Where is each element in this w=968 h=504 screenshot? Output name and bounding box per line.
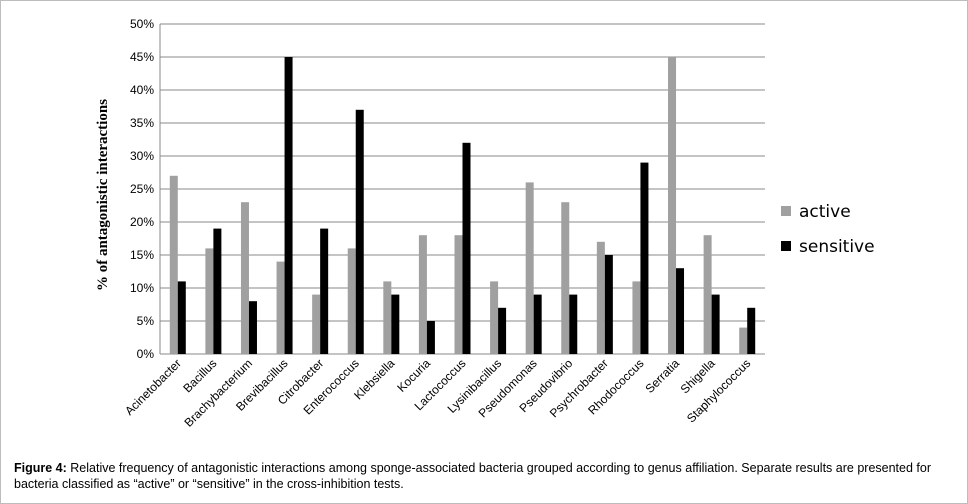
bar-active [632,281,641,354]
bar-sensitive [391,294,400,354]
bar-active [739,327,748,354]
bar-sensitive [213,228,222,354]
bar-sensitive [426,321,435,354]
bar-active [596,241,605,354]
y-axis-title: % of antagonistic interactions [95,99,111,291]
caption-text: Relative frequency of antagonistic inter… [14,461,931,491]
bar-active [240,202,249,354]
bar-sensitive [462,142,471,354]
bar-sensitive [177,281,186,354]
bar-sensitive [747,307,756,354]
bar-sensitive [355,109,364,354]
bar-active [312,294,321,354]
bar-sensitive [533,294,542,354]
bar-active [703,235,712,354]
y-tick-label: 25% [130,182,154,196]
y-tick-label: 30% [130,149,154,163]
y-tick-label: 0% [137,347,155,361]
bar-sensitive [711,294,720,354]
bar-active [418,235,427,354]
caption-label: Figure 4: [14,461,67,475]
y-tick-label: 15% [130,248,154,262]
bar-sensitive [676,268,685,354]
bar-active [383,281,392,354]
legend-swatch-active [781,206,791,216]
figure-caption: Figure 4: Relative frequency of antagoni… [14,460,959,492]
x-category-label: Acinetobacter [122,356,184,418]
y-tick-label: 40% [130,83,154,97]
bar-active [454,235,463,354]
y-tick-label: 10% [130,281,154,295]
y-tick-label: 50% [130,17,154,31]
legend-swatch-sensitive [781,241,791,251]
bar-sensitive [569,294,578,354]
y-tick-label: 45% [130,50,154,64]
bar-active [525,182,534,354]
y-tick-label: 20% [130,215,154,229]
bar-sensitive [248,301,257,354]
bar-sensitive [320,228,329,354]
bar-active [347,248,356,354]
bar-sensitive [498,307,507,354]
bar-active [668,57,677,354]
legend-label-sensitive: sensitive [799,237,875,257]
bar-active [561,202,570,354]
y-tick-label: 35% [130,116,154,130]
bar-active [276,261,285,354]
bar-active [205,248,214,354]
bar-sensitive [640,162,649,354]
y-tick-label: 5% [137,314,155,328]
bar-active [490,281,499,354]
legend-label-active: active [799,202,851,222]
bar-chart: 0% 5% 10% 15% 20% 25% 30% 35% 40% 45% 50% Acinetoba… [95,17,875,430]
bar-sensitive [284,57,293,354]
bar-active [169,175,178,354]
x-category-label: Staphylococcus [684,356,753,425]
x-category-label: Serratia [643,356,683,396]
bar-sensitive [604,255,613,354]
